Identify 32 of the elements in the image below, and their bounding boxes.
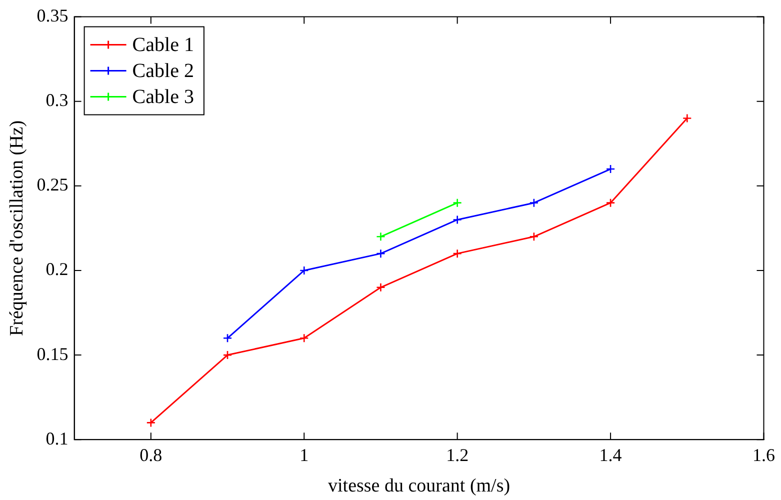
y-tick-label: 0.25 bbox=[36, 174, 68, 195]
point bbox=[222, 333, 232, 343]
y-axis-title: Fréquence d'oscillation (Hz) bbox=[6, 120, 28, 336]
point bbox=[452, 248, 462, 258]
legend-label: Cable 3 bbox=[132, 86, 194, 108]
point bbox=[299, 333, 309, 343]
x-tick-label: 1 bbox=[300, 445, 309, 466]
point bbox=[222, 350, 232, 360]
point bbox=[529, 198, 539, 208]
x-tick-label: 1.2 bbox=[446, 445, 469, 466]
point bbox=[376, 282, 386, 292]
y-tick-label: 0.15 bbox=[36, 344, 68, 364]
point bbox=[682, 114, 692, 123]
point bbox=[146, 418, 156, 428]
point bbox=[452, 215, 462, 224]
y-tick-label: 0.35 bbox=[36, 6, 68, 26]
x-tick-label: 1.4 bbox=[599, 445, 622, 466]
y-tick-label: 0.3 bbox=[46, 90, 68, 110]
point bbox=[299, 266, 309, 276]
point bbox=[376, 232, 386, 242]
point bbox=[606, 198, 616, 208]
legend-label: Cable 2 bbox=[132, 60, 194, 82]
x-axis-title: vitesse du courant (m/s) bbox=[328, 476, 510, 497]
x-tick-label: 0.8 bbox=[140, 445, 162, 466]
legend-label: Cable 1 bbox=[132, 34, 194, 56]
x-tick-label: 1.6 bbox=[752, 445, 775, 466]
point bbox=[376, 248, 386, 258]
point bbox=[529, 232, 539, 242]
y-tick-label: 0.1 bbox=[46, 428, 68, 448]
point bbox=[606, 164, 616, 174]
point bbox=[452, 198, 462, 208]
y-tick-label: 0.2 bbox=[46, 259, 68, 280]
